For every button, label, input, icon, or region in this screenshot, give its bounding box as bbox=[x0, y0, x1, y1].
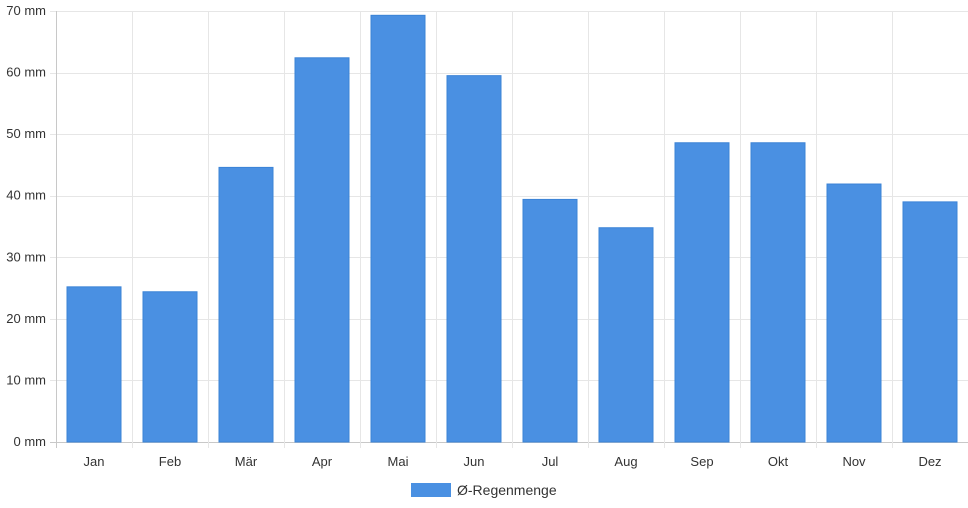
bar-dez[interactable] bbox=[902, 201, 958, 443]
legend-swatch[interactable] bbox=[411, 483, 451, 497]
x-tick-label: Jan bbox=[84, 454, 105, 469]
x-tick-label: Nov bbox=[842, 454, 866, 469]
bars bbox=[66, 14, 958, 443]
x-tick-label: Apr bbox=[312, 454, 333, 469]
x-tick-label: Aug bbox=[614, 454, 637, 469]
bar-jun[interactable] bbox=[446, 75, 502, 443]
y-tick-label: 50 mm bbox=[6, 126, 46, 141]
x-tick-label: Sep bbox=[690, 454, 713, 469]
bar-feb[interactable] bbox=[142, 291, 198, 443]
y-tick-label: 30 mm bbox=[6, 249, 46, 264]
y-tick-label: 70 mm bbox=[6, 3, 46, 18]
bar-aug[interactable] bbox=[598, 227, 654, 443]
y-tick-label: 60 mm bbox=[6, 65, 46, 80]
bar-mär[interactable] bbox=[218, 166, 274, 443]
bar-apr[interactable] bbox=[294, 57, 350, 443]
bar-okt[interactable] bbox=[750, 142, 806, 443]
y-tick-label: 0 mm bbox=[14, 434, 47, 449]
x-tick-label: Dez bbox=[918, 454, 941, 469]
x-tick-label: Mai bbox=[388, 454, 409, 469]
x-tick-label: Mär bbox=[235, 454, 258, 469]
y-tick-label: 20 mm bbox=[6, 311, 46, 326]
bar-sep[interactable] bbox=[674, 142, 730, 443]
x-axis-tick-labels: Jan Feb Mär Apr Mai Jun Jul Aug Sep Okt Nov Dez bbox=[84, 454, 942, 469]
y-axis-tick-labels: 0 mm 10 mm 20 mm 30 mm 40 mm 50 mm 60 mm 70 mm bbox=[6, 3, 46, 449]
legend[interactable]: Ø-Regenmenge bbox=[411, 482, 557, 498]
x-tick-label: Feb bbox=[159, 454, 181, 469]
grid-lines bbox=[50, 11, 968, 448]
x-tick-label: Jul bbox=[542, 454, 559, 469]
legend-label[interactable]: Ø-Regenmenge bbox=[457, 482, 557, 498]
bar-jan[interactable] bbox=[66, 286, 122, 443]
bar-nov[interactable] bbox=[826, 183, 882, 443]
x-tick-label: Okt bbox=[768, 454, 789, 469]
y-tick-label: 10 mm bbox=[6, 372, 46, 387]
bar-jul[interactable] bbox=[522, 198, 578, 443]
x-tick-label: Jun bbox=[464, 454, 485, 469]
y-tick-label: 40 mm bbox=[6, 188, 46, 203]
bar-mai[interactable] bbox=[370, 14, 426, 443]
